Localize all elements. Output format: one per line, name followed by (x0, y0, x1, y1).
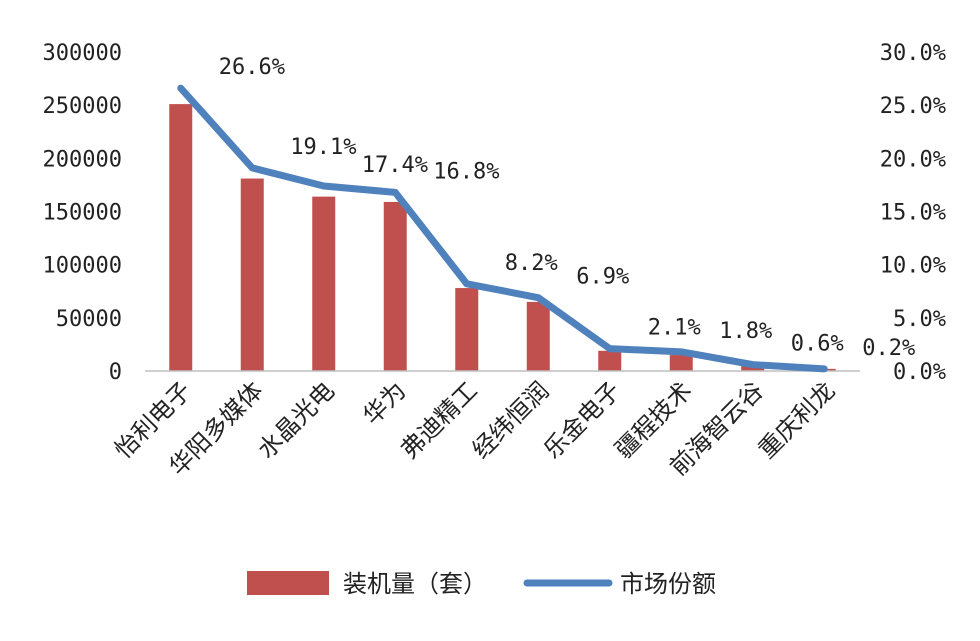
data-label: 6.9% (576, 265, 629, 290)
y-right-tick-label: 15.0% (880, 201, 946, 226)
bar (383, 201, 407, 371)
x-tick-label: 乐金电子 (538, 376, 626, 464)
share-line (177, 84, 828, 373)
bar-series (169, 104, 836, 371)
x-tick-label: 水晶光电 (252, 376, 340, 464)
bar (240, 178, 264, 371)
bar (526, 301, 550, 371)
y-right-tick-label: 30.0% (880, 41, 946, 66)
x-tick-label: 弗迪精工 (395, 376, 483, 464)
x-tick-label: 华为 (358, 376, 412, 430)
data-label: 17.4% (362, 153, 428, 178)
y-left-tick-label: 50000 (56, 307, 122, 332)
bar (169, 104, 193, 371)
y-left-tick-label: 250000 (43, 94, 122, 119)
y-left-tick-label: 150000 (43, 201, 122, 226)
left-axis: 0 50000 100000 150000 200000 250000 300000 (43, 41, 122, 385)
bar (598, 350, 622, 371)
y-right-tick-label: 20.0% (880, 147, 946, 172)
legend: 装机量（套） 市场份额 (247, 570, 716, 598)
legend-line-label: 市场份额 (620, 570, 716, 598)
data-label: 8.2% (505, 251, 558, 276)
right-axis: 0.0% 5.0% 10.0% 15.0% 20.0% 25.0% 30.0% (880, 41, 946, 385)
data-label: 16.8% (433, 159, 499, 184)
data-labels: 26.6% 19.1%17.4% 16.8% 8.2% 6.9% 2.1% 1.8% 0.6%… (219, 55, 915, 361)
bar (741, 365, 765, 371)
y-left-tick-label: 300000 (43, 41, 122, 66)
y-right-tick-label: 25.0% (880, 94, 946, 119)
x-tick-label: 经纬恒润 (467, 376, 555, 464)
data-label: 0.6% (791, 332, 844, 357)
data-label: 1.8% (719, 319, 772, 344)
bar (669, 355, 693, 371)
bar (455, 288, 479, 371)
data-label: 0.2% (862, 336, 915, 361)
data-label: 19.1% (290, 135, 356, 160)
y-right-tick-label: 0.0% (893, 360, 946, 385)
data-label: 26.6% (219, 55, 285, 80)
y-left-tick-label: 200000 (43, 147, 122, 172)
legend-bar-label: 装机量（套） (343, 570, 487, 598)
legend-bar-swatch (247, 571, 329, 595)
x-tick-label: 重庆利龙 (753, 376, 841, 464)
y-right-tick-label: 5.0% (893, 307, 946, 332)
bar (312, 196, 336, 371)
y-left-tick-label: 100000 (43, 254, 122, 279)
y-left-tick-label: 0 (109, 360, 122, 385)
data-label: 2.1% (648, 316, 701, 341)
y-right-tick-label: 10.0% (880, 254, 946, 279)
